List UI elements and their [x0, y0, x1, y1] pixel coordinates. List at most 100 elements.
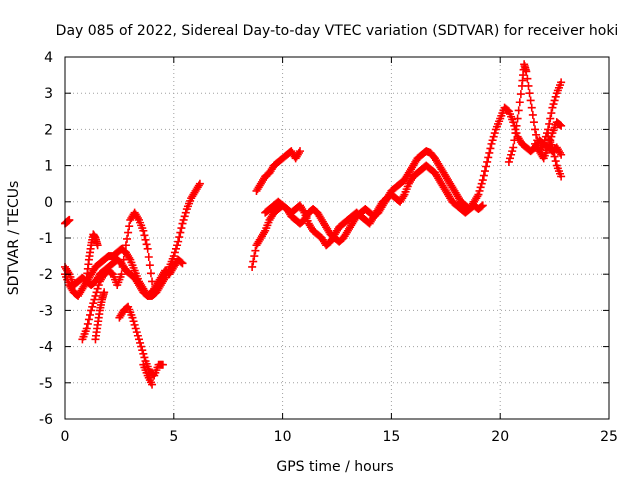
- data-point: [133, 331, 142, 340]
- x-tick-label: 5: [169, 429, 178, 445]
- series-trace-k: [261, 147, 487, 246]
- data-point: [100, 288, 109, 297]
- y-tick-label: -5: [39, 376, 53, 392]
- data-point: [179, 215, 188, 224]
- data-point: [551, 92, 560, 101]
- data-point: [130, 320, 139, 329]
- data-point: [145, 261, 154, 270]
- data-point: [510, 136, 519, 145]
- data-point: [92, 288, 101, 297]
- series-trace-d: [78, 208, 157, 344]
- data-point: [504, 157, 513, 166]
- data-point: [523, 74, 532, 83]
- data-point: [86, 310, 95, 319]
- data-point: [524, 81, 533, 90]
- data-point: [142, 240, 151, 249]
- data-point: [556, 148, 565, 157]
- x-tick-label: 25: [600, 429, 618, 445]
- data-point: [134, 335, 143, 344]
- y-tick-label: 1: [44, 159, 53, 175]
- data-point: [480, 167, 489, 176]
- data-point: [557, 150, 566, 159]
- data-point: [129, 317, 138, 326]
- data-point: [299, 206, 308, 215]
- data-point: [146, 269, 155, 278]
- data-point: [399, 192, 408, 201]
- data-point: [144, 253, 153, 262]
- y-tick-label: 3: [44, 86, 53, 102]
- data-point: [532, 130, 541, 139]
- data-point: [139, 226, 148, 235]
- data-point: [478, 201, 487, 210]
- data-point: [90, 295, 99, 304]
- x-tick-label: 20: [491, 429, 509, 445]
- x-tick-label: 15: [382, 429, 400, 445]
- data-point: [546, 114, 555, 123]
- data-point: [249, 257, 258, 266]
- data-point: [181, 208, 190, 217]
- data-point: [513, 114, 522, 123]
- data-point: [176, 228, 185, 237]
- data-point: [484, 153, 493, 162]
- data-point: [526, 96, 535, 105]
- series-trace-n: [544, 132, 566, 181]
- data-point: [180, 212, 189, 221]
- data-point: [531, 125, 540, 134]
- data-point: [174, 237, 183, 246]
- data-point: [121, 241, 130, 250]
- data-point: [118, 262, 127, 271]
- data-point: [550, 96, 559, 105]
- data-point: [527, 103, 536, 112]
- data-point: [171, 244, 180, 253]
- data-point: [158, 360, 167, 369]
- y-tick-label: -3: [39, 303, 53, 319]
- series-trace-h: [139, 360, 157, 389]
- data-point: [490, 129, 499, 138]
- data-point: [178, 259, 187, 268]
- data-point: [516, 90, 525, 99]
- data-point: [93, 241, 102, 250]
- data-point: [178, 219, 187, 228]
- data-point: [551, 157, 560, 166]
- y-axis-label: SDTVAR / TECUs: [6, 181, 22, 296]
- y-tick-label: -2: [39, 267, 53, 283]
- data-point: [515, 98, 524, 107]
- data-point: [88, 302, 97, 311]
- series-trace-b: [61, 179, 204, 300]
- series-trace-c: [61, 244, 187, 300]
- series-trace-l: [504, 60, 566, 166]
- data-point: [557, 172, 566, 181]
- y-tick-label: -6: [39, 412, 53, 428]
- data-point: [137, 342, 146, 351]
- data-point: [89, 299, 98, 308]
- x-axis-label: GPS time / hours: [276, 459, 393, 475]
- data-point: [143, 244, 152, 253]
- data-point: [475, 186, 484, 195]
- chart-title: Day 085 of 2022, Sidereal Day-to-day VTE…: [56, 23, 619, 39]
- data-point: [82, 324, 91, 333]
- data-point: [83, 319, 92, 328]
- y-tick-label: -4: [39, 340, 53, 356]
- data-point: [94, 281, 103, 290]
- data-point: [250, 252, 259, 261]
- data-point: [175, 233, 184, 242]
- x-tick-label: 0: [61, 429, 70, 445]
- data-point: [173, 241, 182, 250]
- data-point: [525, 89, 534, 98]
- data-point: [91, 291, 100, 300]
- data-point: [195, 179, 204, 188]
- y-tick-label: 4: [44, 50, 53, 66]
- series-trace-j: [252, 147, 305, 195]
- data-point: [548, 103, 557, 112]
- series-trace-i: [248, 103, 566, 271]
- data-point: [125, 253, 134, 262]
- data-point: [251, 246, 260, 255]
- data-point: [170, 248, 179, 257]
- data-point: [177, 258, 186, 267]
- data-point: [138, 346, 147, 355]
- data-point: [125, 222, 134, 231]
- data-point: [511, 129, 520, 138]
- y-tick-label: 2: [44, 122, 53, 138]
- data-point: [473, 192, 482, 201]
